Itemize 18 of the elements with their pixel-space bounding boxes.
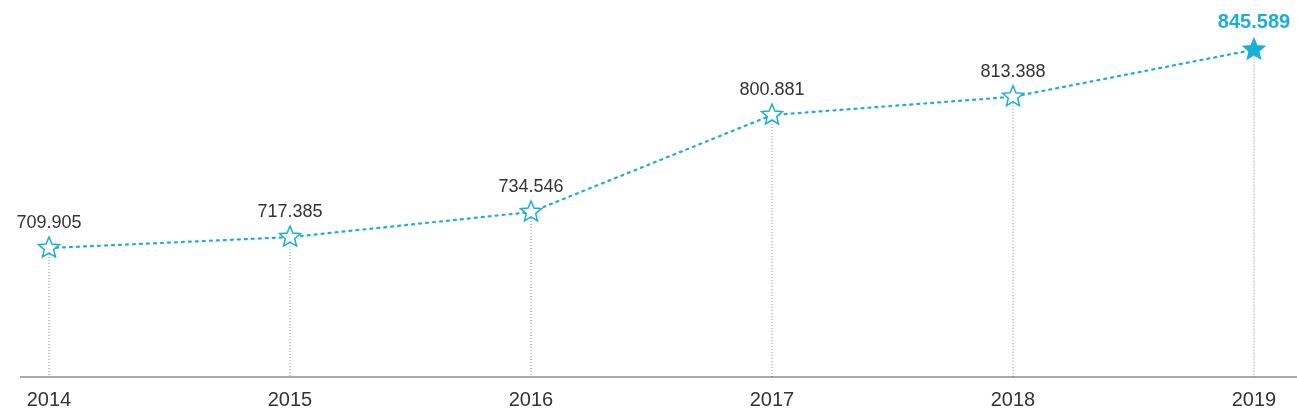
data-label: 845.589: [1217, 9, 1291, 32]
data-label: 734.546: [498, 176, 564, 197]
data-label: 800.881: [739, 79, 805, 100]
point: [760, 103, 784, 125]
point: [1242, 37, 1266, 60]
point: [37, 236, 61, 258]
point: [1001, 85, 1025, 107]
x-tick-label: 2015: [267, 388, 313, 409]
data-label: 709.905: [16, 212, 82, 233]
x-tick-label: 2019: [1231, 388, 1277, 409]
x-tick-label: 2018: [990, 388, 1036, 409]
x-tick-label: 2017: [749, 388, 795, 409]
data-label: 717.385: [257, 201, 323, 222]
point: [278, 225, 302, 247]
data-label: 813.388: [980, 60, 1046, 81]
x-tick-label: 2014: [26, 388, 72, 409]
x-tick-label: 2016: [508, 388, 554, 409]
point: [519, 200, 543, 222]
